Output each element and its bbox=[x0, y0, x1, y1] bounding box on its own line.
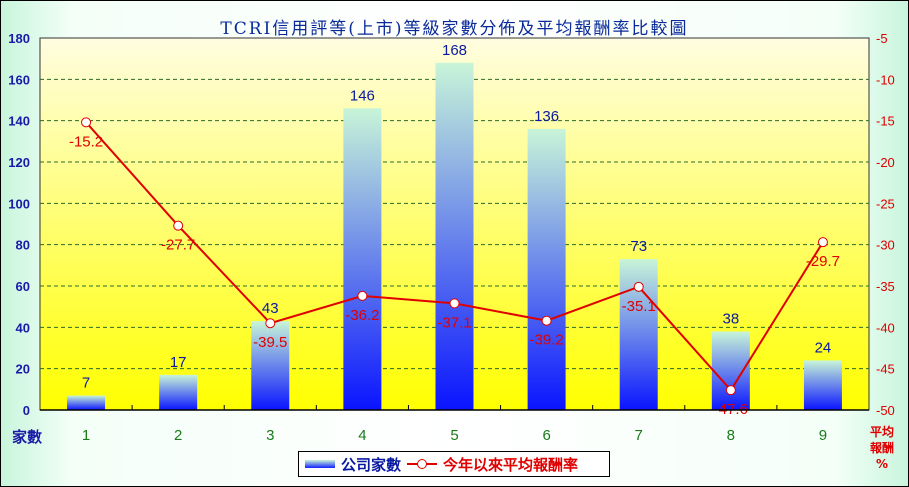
line-value-label: -39.5 bbox=[253, 334, 287, 351]
line-point-marker bbox=[541, 315, 552, 326]
bar-legend-swatch-icon bbox=[305, 460, 335, 468]
line-value-label: -39.2 bbox=[530, 332, 564, 349]
x-category-label: 7 bbox=[635, 427, 643, 444]
line-point-marker bbox=[81, 117, 92, 128]
bar-series: 7 17 43 146 168 136 73 38 24 bbox=[67, 42, 842, 411]
line-point-marker bbox=[357, 290, 368, 301]
bar bbox=[67, 395, 106, 410]
right-axis-tick: -35 bbox=[876, 279, 895, 294]
right-axis-title: 平均 報酬 % bbox=[869, 425, 894, 471]
bar-value-label: 38 bbox=[722, 310, 739, 327]
left-axis-tick: 40 bbox=[16, 320, 30, 335]
line-point-marker bbox=[817, 237, 828, 248]
bar bbox=[435, 62, 474, 411]
bar bbox=[711, 331, 750, 410]
bar bbox=[159, 374, 198, 410]
bar-value-label: 146 bbox=[350, 87, 375, 104]
line-value-label: -37.1 bbox=[437, 314, 471, 331]
line-value-label: -15.2 bbox=[69, 133, 103, 150]
x-category-label: 4 bbox=[358, 427, 366, 444]
x-category-label: 3 bbox=[266, 427, 274, 444]
right-axis-tick: -45 bbox=[876, 362, 895, 377]
left-axis-tick: 180 bbox=[8, 31, 30, 46]
bar bbox=[527, 128, 566, 410]
left-axis-tick: 60 bbox=[16, 279, 30, 294]
x-category-label: 8 bbox=[727, 427, 735, 444]
chart-title: TCRI信用評等(上市)等級家數分佈及平均報酬率比較圖 bbox=[220, 19, 689, 39]
bar-value-label: 7 bbox=[82, 375, 90, 392]
line-point-marker bbox=[173, 220, 184, 231]
x-category-label: 6 bbox=[542, 427, 550, 444]
x-category-label: 5 bbox=[450, 427, 458, 444]
bar bbox=[803, 360, 842, 410]
left-axis-tick: 0 bbox=[23, 403, 30, 418]
x-category-label: 2 bbox=[174, 427, 182, 444]
bar-value-label: 73 bbox=[630, 238, 647, 255]
x-category-label: 9 bbox=[819, 427, 827, 444]
right-axis-tick: -25 bbox=[876, 196, 895, 211]
right-axis-tick: -50 bbox=[876, 403, 895, 418]
bar-value-label: 24 bbox=[815, 339, 832, 356]
bar-value-label: 17 bbox=[170, 354, 187, 371]
legend-bar-label: 公司家數 bbox=[341, 455, 402, 474]
bar bbox=[619, 259, 658, 410]
right-axis-ticks: -5 -10 -15 -20 -25 -30 -35 -40 -45 -50 bbox=[876, 31, 895, 418]
right-axis-tick: -40 bbox=[876, 320, 895, 335]
legend-line-label: 今年以來平均報酬率 bbox=[443, 455, 579, 474]
left-axis-tick: 80 bbox=[16, 238, 30, 253]
line-point-marker bbox=[265, 318, 276, 329]
line-value-label: -27.7 bbox=[161, 237, 195, 254]
left-axis-title: 家數 bbox=[12, 428, 43, 446]
left-axis-ticks: 0 20 40 60 80 100 120 140 160 180 bbox=[8, 31, 30, 418]
line-value-label: -35.1 bbox=[622, 298, 656, 315]
right-axis-tick: -10 bbox=[876, 72, 895, 87]
bar-value-label: 136 bbox=[534, 108, 559, 125]
bar-value-label: 43 bbox=[262, 300, 279, 317]
bar-value-label: 168 bbox=[442, 42, 467, 59]
bar bbox=[251, 321, 290, 410]
chart-legend: 公司家數 今年以來平均報酬率 bbox=[298, 451, 610, 477]
line-point-marker bbox=[633, 281, 644, 292]
line-value-label: -29.7 bbox=[806, 253, 840, 270]
right-axis-tick: -5 bbox=[876, 31, 888, 46]
left-axis-tick: 100 bbox=[8, 196, 30, 211]
right-axis-tick: -20 bbox=[876, 155, 895, 170]
right-axis-tick: -15 bbox=[876, 114, 895, 129]
right-axis-tick: -30 bbox=[876, 238, 895, 253]
line-point-marker bbox=[449, 298, 460, 309]
left-axis-tick: 120 bbox=[8, 155, 30, 170]
bar bbox=[343, 108, 382, 411]
left-axis-tick: 20 bbox=[16, 362, 30, 377]
line-series: -15.2-27.7-39.5-36.2 -37.1-39.2-35.1-47.6… bbox=[69, 117, 840, 418]
x-category-label: 1 bbox=[82, 427, 90, 444]
left-axis-tick: 160 bbox=[8, 72, 30, 87]
line-value-label: -36.2 bbox=[345, 307, 379, 324]
line-point-marker bbox=[725, 385, 736, 396]
left-axis-tick: 140 bbox=[8, 114, 30, 129]
line-legend-marker-icon bbox=[407, 458, 438, 470]
x-axis-categories: 1 2 3 4 5 6 7 8 9 bbox=[82, 427, 827, 444]
